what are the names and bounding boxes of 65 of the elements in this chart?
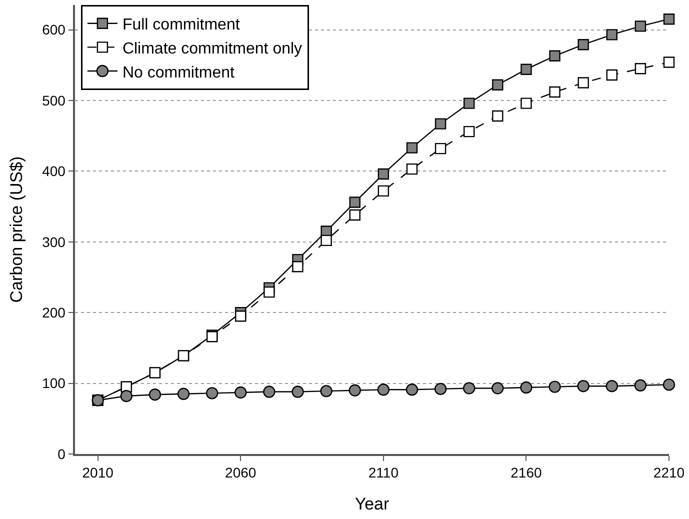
point <box>492 110 504 122</box>
point <box>663 14 675 25</box>
point <box>148 388 162 401</box>
point <box>377 384 390 396</box>
legend-label: Full commitment <box>122 16 240 34</box>
point <box>492 382 504 394</box>
point <box>292 386 304 398</box>
point <box>634 63 646 74</box>
y-tick-label: 200 <box>42 304 66 320</box>
point <box>463 382 476 394</box>
point <box>406 142 418 154</box>
point <box>549 50 560 62</box>
legend-label: Climate commitment only <box>122 40 302 58</box>
point <box>349 196 360 208</box>
point <box>606 29 618 40</box>
point <box>492 79 504 90</box>
point <box>549 86 560 98</box>
x-axis-title: Year <box>354 494 390 514</box>
point <box>434 142 446 154</box>
legend-label: No commitment <box>122 64 236 82</box>
point <box>320 234 332 246</box>
point <box>320 384 332 398</box>
point <box>234 386 247 399</box>
point <box>348 384 361 396</box>
point <box>464 98 475 109</box>
x-tick-label: 2110 <box>368 464 399 481</box>
point <box>406 384 418 396</box>
point <box>349 209 360 221</box>
point <box>378 185 390 197</box>
point <box>235 310 246 322</box>
point <box>548 380 561 393</box>
y-tick-label: 0 <box>58 446 66 462</box>
point <box>634 379 647 392</box>
point <box>206 387 218 400</box>
x-tick-label: 2060 <box>225 464 256 481</box>
x-tick-label: 2210 <box>653 464 685 481</box>
y-tick-label: 500 <box>42 92 66 108</box>
y-tick-label: 300 <box>42 234 66 250</box>
point <box>520 98 532 109</box>
x-tick-label: 2160 <box>510 464 542 481</box>
point <box>606 69 618 81</box>
y-tick-label: 400 <box>42 163 66 180</box>
point <box>578 77 589 88</box>
point <box>292 261 304 272</box>
y-axis-title: Carbon price (US$) <box>7 156 26 303</box>
x-tick-label: 2010 <box>82 464 114 481</box>
y-tick-label: 100 <box>42 375 66 392</box>
point <box>378 168 390 180</box>
point <box>578 39 589 50</box>
point <box>606 380 618 392</box>
point <box>634 20 646 32</box>
point <box>520 64 532 75</box>
point <box>177 388 190 400</box>
point <box>406 163 418 175</box>
point <box>464 126 475 138</box>
point <box>663 56 675 68</box>
y-tick-label: 600 <box>42 22 66 38</box>
point <box>662 378 676 391</box>
point <box>520 381 532 394</box>
point <box>264 286 275 298</box>
point <box>263 386 276 398</box>
point <box>434 382 447 396</box>
point <box>434 118 446 130</box>
point <box>120 390 132 402</box>
point <box>577 380 590 392</box>
